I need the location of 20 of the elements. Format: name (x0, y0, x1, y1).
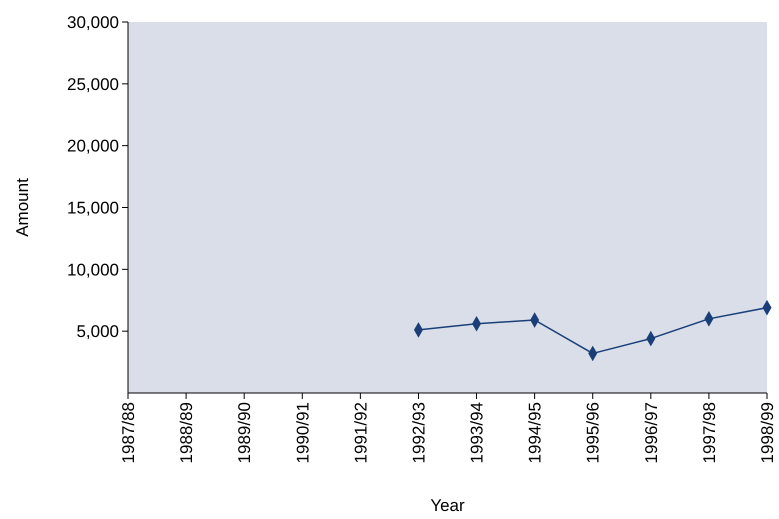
x-tick-label: 1996/97 (642, 402, 661, 464)
x-tick-label: 1990/91 (293, 402, 312, 464)
x-tick-label: 1995/96 (584, 402, 603, 464)
x-tick-label: 1994/95 (526, 402, 545, 464)
y-tick-label: 20,000 (67, 136, 119, 156)
y-tick-label: 15,000 (67, 198, 119, 218)
x-tick-label: 1991/92 (351, 402, 370, 464)
x-tick-label: 1987/88 (119, 402, 138, 464)
x-axis-title: Year (430, 496, 466, 515)
y-tick-label: 10,000 (67, 260, 119, 280)
x-tick-label: 1997/98 (700, 402, 719, 464)
x-tick-label: 1998/99 (758, 402, 777, 464)
x-tick-label: 1989/90 (235, 402, 254, 464)
y-tick-label: 5,000 (76, 322, 119, 342)
x-tick-label: 1988/89 (177, 402, 196, 464)
y-tick-label: 25,000 (67, 74, 119, 94)
x-tick-label: 1992/93 (409, 402, 428, 464)
y-axis-title: Amount (13, 178, 32, 237)
x-tick-label: 1993/94 (468, 402, 487, 464)
y-tick-label: 30,000 (67, 12, 119, 32)
